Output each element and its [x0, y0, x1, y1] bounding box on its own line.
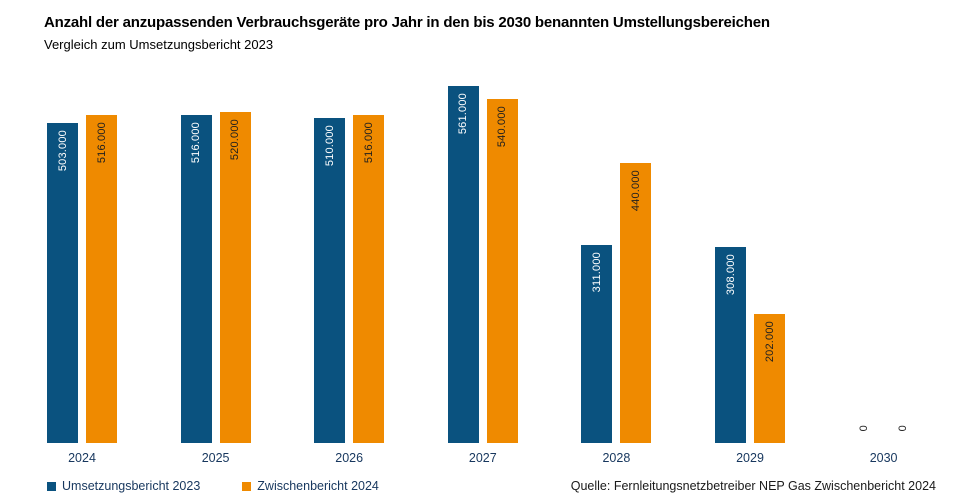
legend-swatch-orange-icon — [242, 481, 252, 491]
bar-2028-umsetzungsbericht — [581, 245, 613, 443]
bar-value-label: 0 — [897, 425, 910, 432]
bar-2026-umsetzungsbericht — [314, 118, 346, 443]
x-axis-label-2026: 2026 — [335, 451, 364, 465]
bar-value-label: 561.000 — [457, 93, 470, 135]
chart-title: Anzahl der anzupassenden Verbrauchsgerät… — [44, 14, 770, 31]
bar-value-label: 516.000 — [362, 122, 375, 164]
x-axis-label-2029: 2029 — [736, 451, 764, 465]
x-axis-label-2030: 2030 — [869, 451, 898, 465]
bar-value-label: 0 — [858, 425, 871, 432]
bar-value-label: 202.000 — [763, 321, 776, 363]
legend-item-umsetzungsbericht: Umsetzungsbericht 2023 — [47, 479, 200, 493]
legend-swatch-blue-icon — [47, 481, 56, 491]
chart-subtitle: Vergleich zum Umsetzungsbericht 2023 — [44, 37, 274, 52]
bar-2029-umsetzungsbericht — [715, 247, 746, 443]
bar-value-label: 510.000 — [323, 125, 336, 167]
bar-value-label: 516.000 — [190, 122, 203, 164]
bar-value-label: 308.000 — [724, 254, 737, 296]
bar-2025-zwischenbericht — [219, 112, 251, 443]
x-axis-label-2025: 2025 — [201, 451, 230, 465]
bar-2027-zwischenbericht — [486, 99, 518, 443]
legend-item-zwischenbericht: Zwischenbericht 2024 — [242, 479, 379, 493]
legend-label: Zwischenbericht 2024 — [257, 479, 379, 493]
bar-2026-zwischenbericht — [353, 115, 385, 443]
legend-label: Umsetzungsbericht 2023 — [62, 479, 201, 493]
bar-2024-zwischenbericht — [86, 115, 117, 443]
bar-value-label: 540.000 — [496, 106, 509, 148]
bar-value-label: 520.000 — [229, 119, 242, 161]
bar-value-label: 440.000 — [629, 170, 642, 212]
bar-2024-umsetzungsbericht — [47, 123, 78, 443]
x-axis-label-2027: 2027 — [468, 451, 497, 465]
x-axis-label-2028: 2028 — [602, 451, 631, 465]
x-axis-label-2024: 2024 — [68, 451, 96, 465]
bar-2025-umsetzungsbericht — [180, 115, 212, 443]
source-note: Quelle: Fernleitungsnetzbetreiber NEP Ga… — [570, 479, 936, 493]
chart-legend: Umsetzungsbericht 2023 Zwischenbericht 2… — [47, 479, 379, 493]
bar-2028-zwischenbericht — [620, 163, 652, 443]
bar-value-label: 516.000 — [95, 122, 108, 164]
bar-value-label: 503.000 — [56, 130, 69, 172]
bar-value-label: 311.000 — [590, 252, 603, 293]
bar-2029-zwischenbericht — [754, 314, 785, 443]
bar-2027-umsetzungsbericht — [447, 86, 479, 443]
